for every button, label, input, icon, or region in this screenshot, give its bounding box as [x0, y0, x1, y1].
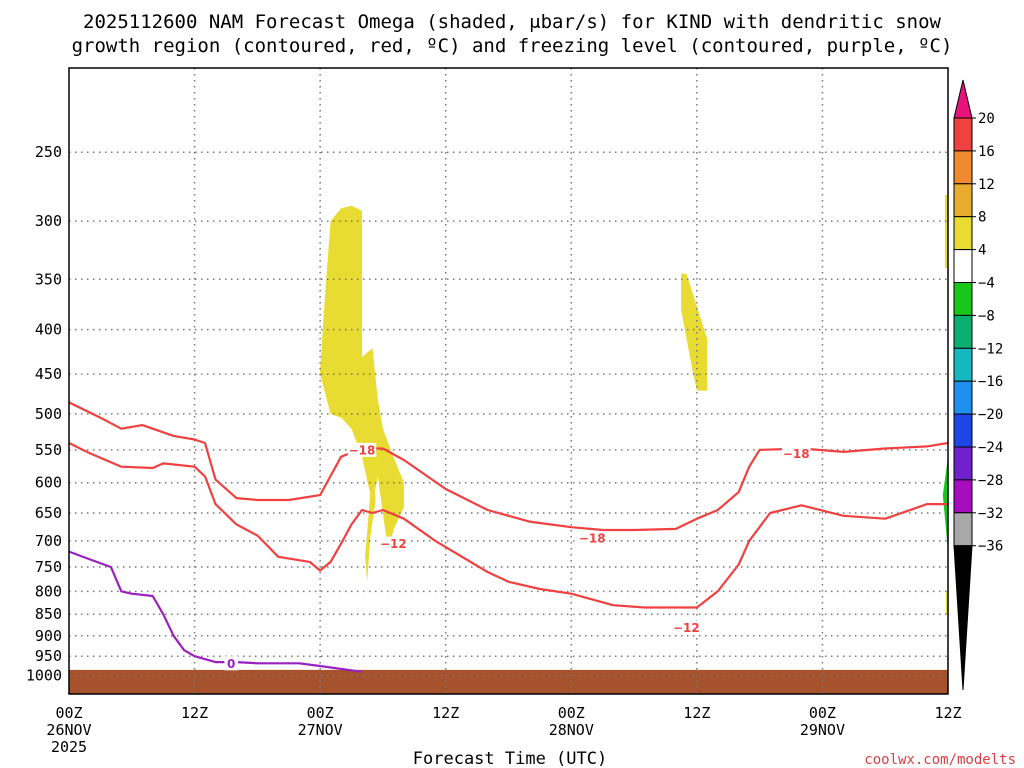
y-tick-1000: 1000 — [26, 667, 62, 685]
x-axis-label: Forecast Time (UTC) — [413, 749, 607, 768]
y-tick-800: 800 — [35, 582, 62, 600]
colorbar-swatch-12 — [953, 512, 973, 547]
colorbar-tick-1: 16 — [978, 144, 995, 160]
contour-labels: −18 −12 −18 −12 −18 0 — [224, 442, 811, 671]
colorbar-tick-6: −8 — [978, 308, 995, 324]
contour-label-0: −18 — [349, 443, 376, 457]
omega-shaded-regions — [320, 195, 948, 615]
y-tick-550: 550 — [35, 441, 62, 459]
colorbar-tick-13: −36 — [978, 539, 1003, 555]
omega-region-0 — [320, 205, 404, 552]
x-tick-48-0: 00Z — [558, 704, 585, 722]
y-tick-350: 350 — [35, 270, 62, 288]
y-tick-650: 650 — [35, 504, 62, 522]
y-axis-ticks: 250 300 350 400 450 500 550 600 650 700 750 800 850 9… — [26, 143, 62, 684]
contour-label-bg-1 — [379, 536, 408, 551]
contour-label-bg-5 — [224, 656, 238, 671]
y-tick-950: 950 — [35, 647, 62, 665]
colorbar-swatch-4 — [953, 249, 973, 284]
colorbar: 20 16 12 8 4 −4 −8 −12 −16 −20 −24 −28 −32 −36 — [953, 79, 1003, 691]
contour-label-1: −12 — [380, 537, 407, 551]
colorbar-tick-0: 20 — [978, 111, 995, 127]
x-tick-0-1: 26NOV — [46, 721, 91, 739]
x-tick-24-0: 00Z — [307, 704, 334, 722]
colorbar-swatch-7 — [953, 347, 973, 382]
plot-frame — [68, 67, 949, 695]
temperature-contours — [69, 401, 948, 673]
omega-region-3 — [944, 195, 948, 269]
terrain-layer — [69, 669, 948, 694]
x-tick-36-0: 12Z — [432, 704, 459, 722]
x-tick-12-0: 12Z — [181, 704, 208, 722]
y-tick-750: 750 — [35, 558, 62, 576]
contour-label-bg-4 — [782, 446, 811, 461]
x-tick-72-1: 29NOV — [800, 721, 845, 739]
colorbar-swatch-11 — [953, 479, 973, 514]
terrain-fill — [69, 669, 948, 694]
y-tick-300: 300 — [35, 212, 62, 230]
colorbar-tick-2: 12 — [978, 177, 995, 193]
x-tick-0-0: 00Z — [55, 704, 82, 722]
contour-label-5: 0 — [227, 657, 235, 671]
grid-lines — [69, 68, 948, 694]
colorbar-swatch-8 — [953, 380, 973, 415]
colorbar-swatch-6 — [953, 314, 973, 349]
title-line-2: growth region (contoured, red, ºC) and f… — [72, 35, 953, 57]
contour-1 — [69, 401, 948, 532]
colorbar-tick-3: 8 — [978, 210, 986, 226]
contour-2 — [69, 550, 363, 673]
colorbar-swatch-10 — [953, 446, 973, 481]
colorbar-swatch-5 — [953, 282, 973, 316]
colorbar-swatch-1 — [953, 150, 973, 185]
colorbar-tick-5: −4 — [978, 276, 995, 292]
colorbar-tick-9: −20 — [978, 407, 1003, 423]
y-tick-600: 600 — [35, 474, 62, 492]
colorbar-top-arrow — [953, 79, 973, 119]
y-tick-450: 450 — [35, 365, 62, 383]
colorbar-bottom-arrow — [953, 545, 973, 691]
y-tick-400: 400 — [35, 321, 62, 339]
y-tick-850: 850 — [35, 605, 62, 623]
omega-region-1 — [365, 463, 376, 582]
colorbar-swatch-9 — [953, 413, 973, 448]
y-tick-900: 900 — [35, 627, 62, 645]
y-tick-700: 700 — [35, 532, 62, 550]
contour-label-4: −18 — [783, 447, 810, 461]
title-line-1: 2025112600 NAM Forecast Omega (shaded, μ… — [83, 11, 941, 33]
y-tick-250: 250 — [35, 143, 62, 161]
colorbar-swatch-0 — [953, 117, 973, 152]
colorbar-tick-4: 4 — [978, 243, 986, 259]
contour-label-bg-2 — [577, 531, 607, 546]
chart-title: 2025112600 NAM Forecast Omega (shaded, μ… — [72, 11, 953, 57]
x-tick-48-1: 28NOV — [549, 721, 594, 739]
contour-0 — [69, 442, 948, 609]
colorbar-tick-11: −28 — [978, 473, 1003, 489]
credit-text: coolwx.com/modelts — [864, 752, 1016, 768]
contour-label-bg-3 — [672, 620, 701, 635]
omega-region-5 — [942, 268, 948, 552]
contour-label-2: −18 — [579, 532, 606, 546]
contour-label-bg-0 — [347, 442, 377, 457]
colorbar-tick-8: −16 — [978, 374, 1003, 390]
y-tick-500: 500 — [35, 405, 62, 423]
colorbar-tick-7: −12 — [978, 341, 1003, 357]
x-tick-84-0: 12Z — [934, 704, 961, 722]
colorbar-tick-10: −24 — [978, 440, 1003, 456]
contour-label-3: −12 — [673, 621, 700, 635]
x-tick-72-0: 00Z — [809, 704, 836, 722]
x-tick-0-2: 2025 — [51, 738, 87, 756]
colorbar-swatch-2 — [953, 183, 973, 218]
colorbar-tick-12: −32 — [978, 506, 1003, 522]
colorbar-swatch-3 — [953, 216, 973, 251]
omega-region-2 — [681, 273, 708, 391]
x-tick-24-1: 27NOV — [298, 721, 343, 739]
x-tick-60-0: 12Z — [683, 704, 710, 722]
